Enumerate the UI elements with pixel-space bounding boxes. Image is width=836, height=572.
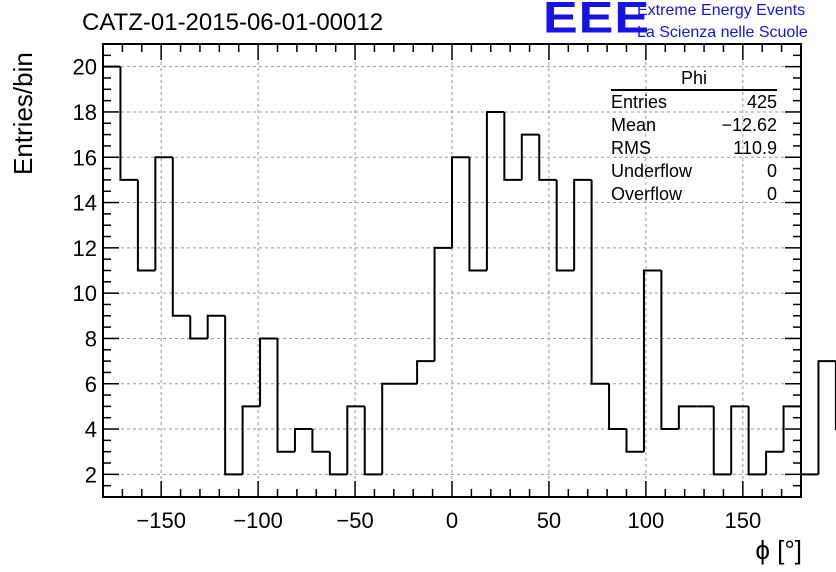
y-tick-label: 10 (73, 281, 97, 306)
y-tick-label: 14 (73, 191, 97, 216)
stats-value: 425 (746, 92, 777, 112)
histogram-bin (817, 360, 836, 475)
histogram-bin (538, 134, 557, 181)
stats-label: RMS (611, 138, 651, 158)
histogram-bin (276, 338, 295, 453)
y-tick-label: 18 (73, 100, 97, 125)
stats-row-rms: RMS 110.9 (611, 137, 777, 160)
histogram-bin (154, 156, 173, 271)
x-tick-label: −50 (336, 508, 373, 533)
histogram-bin (747, 406, 767, 476)
histogram-bin (328, 451, 348, 476)
histogram-bin (765, 450, 784, 475)
histogram-bin (800, 406, 819, 476)
histogram-bin (503, 111, 522, 181)
histogram-bin (189, 315, 208, 340)
y-tick-label: 4 (85, 417, 97, 442)
stats-value: −12.62 (721, 115, 777, 135)
histogram-bin (451, 156, 470, 248)
histogram-bin (311, 429, 330, 453)
histogram-bin (241, 405, 261, 475)
logo-line-1: Extreme Energy Events (637, 2, 806, 19)
stats-label: Overflow (611, 184, 683, 204)
histogram-bin (468, 157, 487, 272)
stats-row-entries: Entries 425 (611, 91, 777, 114)
histogram-bin (259, 337, 278, 407)
axes (102, 43, 802, 498)
eee-logo: EEE (543, 0, 651, 43)
y-tick-label: 6 (85, 372, 97, 397)
stats-box-title: Phi (611, 68, 777, 91)
histogram-bin (642, 269, 662, 452)
stats-row-underflow: Underflow 0 (611, 160, 777, 183)
histogram-bin (573, 178, 592, 271)
histogram-bin (206, 314, 226, 339)
stats-value: 0 (766, 161, 777, 181)
histogram-bin (730, 405, 749, 475)
histogram-bin (520, 133, 540, 180)
y-tick-label: 20 (73, 55, 97, 80)
x-axis-label: ϕ [°] (755, 535, 802, 565)
y-tick-label: 2 (85, 462, 97, 487)
stats-label: Underflow (611, 161, 693, 181)
y-axis-label: Entries/bin (8, 52, 38, 175)
histogram-bin (608, 383, 627, 431)
y-tick-label: 16 (73, 145, 97, 170)
histogram-bin (119, 66, 138, 181)
stats-row-overflow: Overflow 0 (611, 183, 777, 206)
y-tick-label: 12 (73, 236, 97, 261)
histogram-bin (712, 406, 732, 476)
histogram-bin (381, 382, 400, 475)
histogram-bin (293, 428, 313, 452)
histogram-bin (136, 179, 156, 272)
histogram-bin (485, 110, 505, 271)
histogram-bin (363, 406, 383, 476)
y-tick-label: 8 (85, 326, 97, 351)
stats-label: Entries (611, 92, 668, 112)
histogram-bin (677, 405, 697, 430)
x-tick-label: 150 (724, 508, 761, 533)
histogram-bin (416, 360, 435, 384)
x-tick-label: −150 (136, 508, 186, 533)
tick-labels: −150 −100 −50 0 50 100 150 2 4 6 8 10 12 14 16 18 20 (73, 55, 762, 533)
histogram-bin (660, 270, 679, 431)
histogram-bin (171, 157, 191, 317)
histogram-bin (625, 429, 644, 453)
stats-label: Mean (611, 115, 657, 135)
x-tick-label: 100 (628, 508, 665, 533)
x-tick-label: 50 (537, 508, 561, 533)
stats-value: 0 (766, 184, 777, 204)
logo-line-2: La Scienza nelle Scuole (637, 24, 808, 41)
histogram-bin (590, 179, 610, 385)
chart-title: CATZ-01-2015-06-01-00012 (82, 9, 384, 36)
x-tick-label: −100 (233, 508, 283, 533)
stats-value: 110.9 (733, 138, 777, 158)
x-tick-label: 0 (446, 508, 458, 533)
histogram-bin (433, 246, 452, 362)
histogram-bin (224, 315, 243, 476)
stats-row-mean: Mean −12.62 (611, 114, 777, 137)
histogram-bin (555, 179, 575, 272)
histogram-bin (346, 405, 365, 475)
stats-box: Phi Entries 425 Mean −12.62 RMS 110.9 Un… (611, 68, 777, 206)
